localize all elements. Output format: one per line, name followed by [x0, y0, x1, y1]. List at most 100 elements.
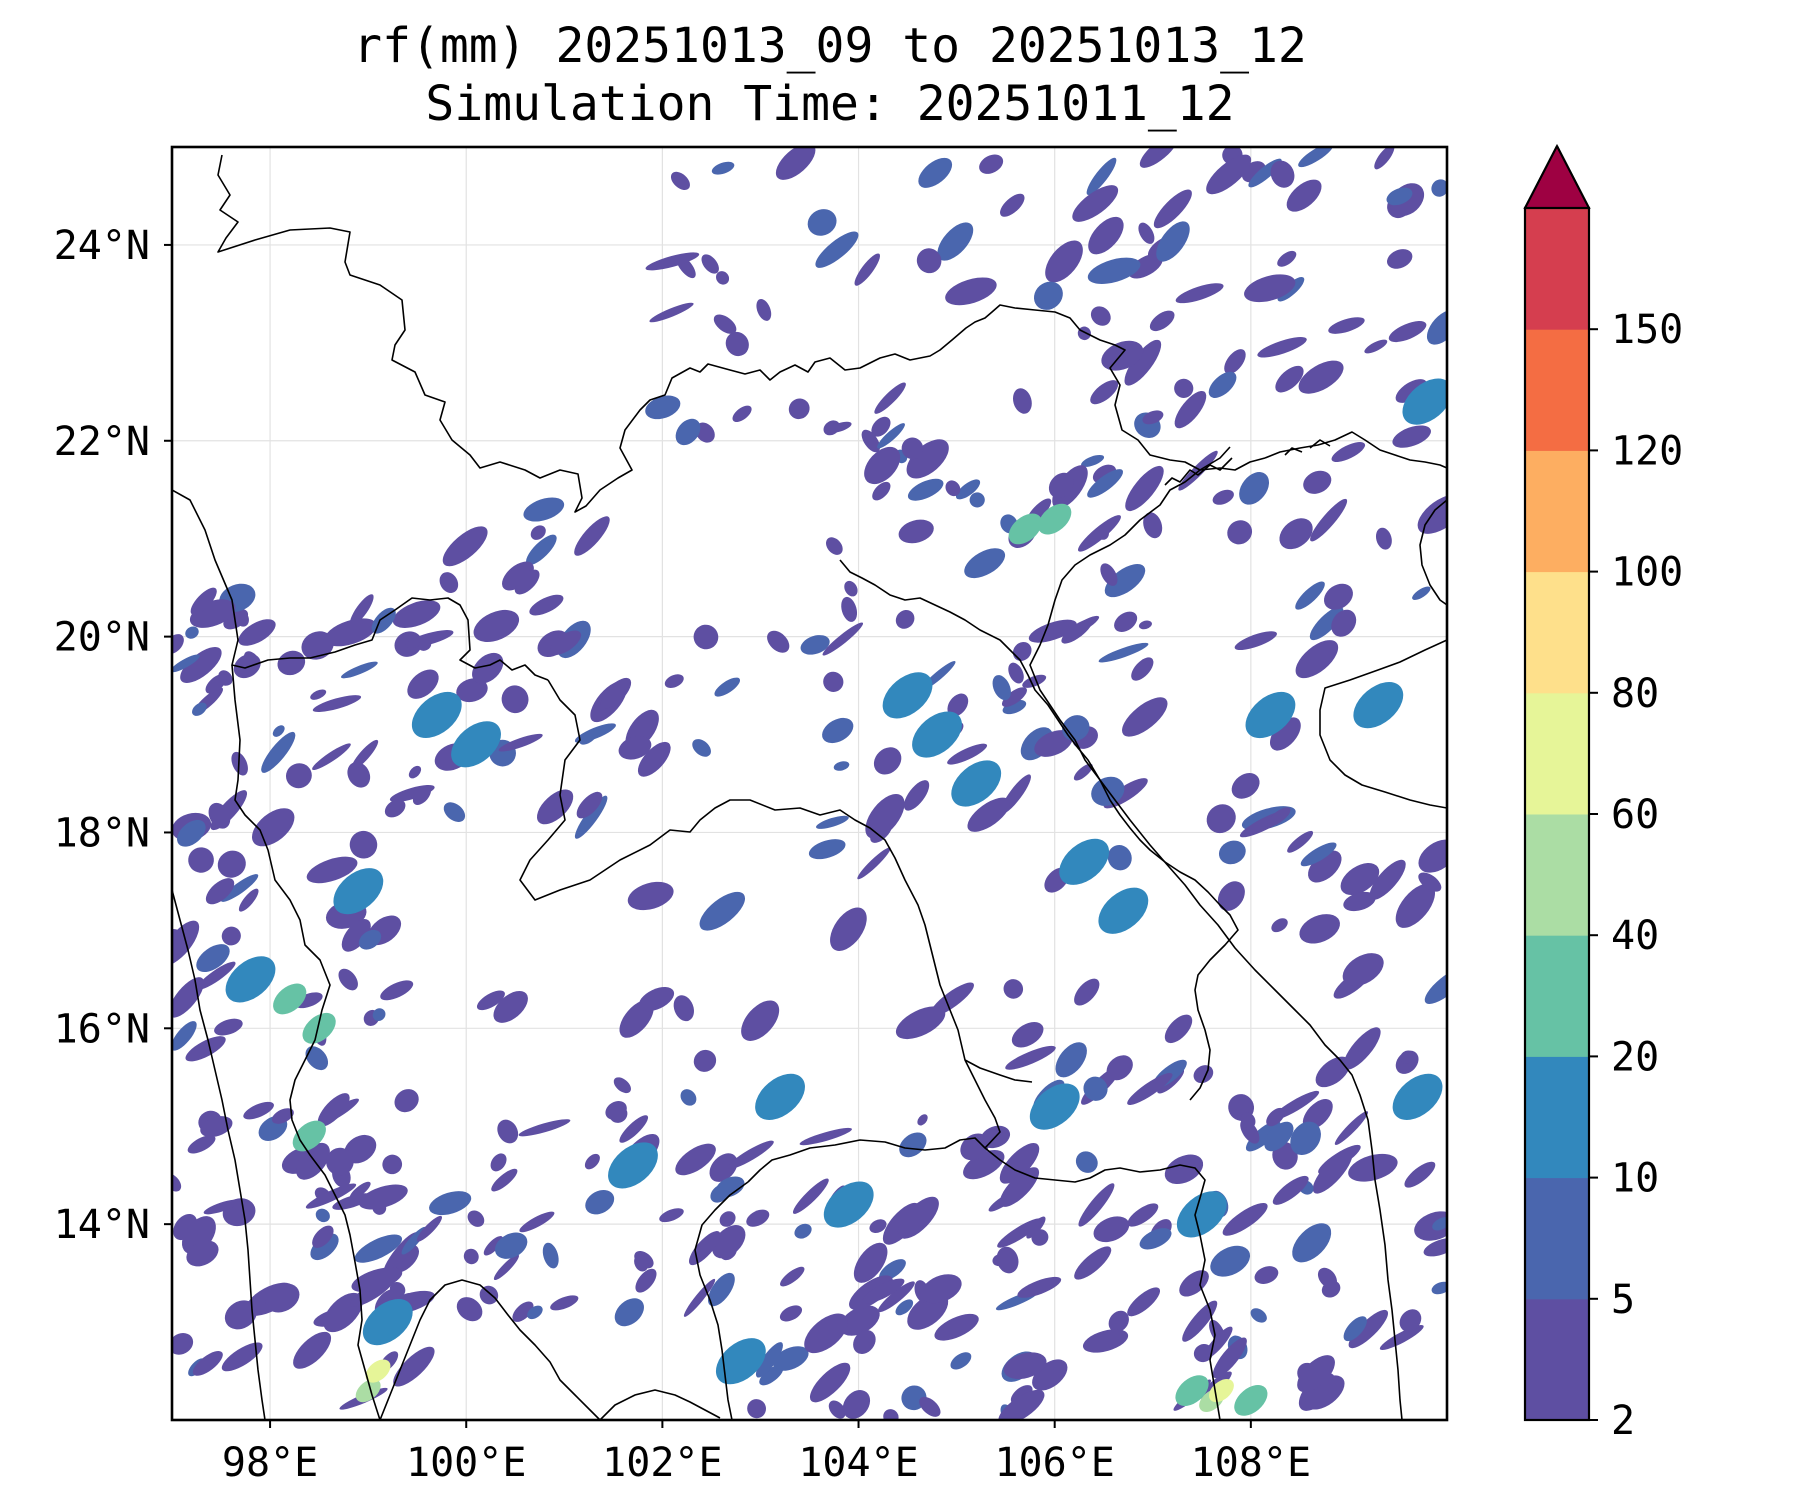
rain-speckle-513: [1267, 807, 1291, 827]
rain-speckle-280: [1005, 1045, 1056, 1070]
rain-speckle-503: [1295, 640, 1339, 679]
rain-speckle-466: [877, 423, 905, 449]
rain-speckle-276: [1348, 1153, 1398, 1182]
rain-speckle-117: [205, 878, 235, 905]
rain-speckle-314: [1127, 1072, 1173, 1106]
colorbar-label: 40: [1611, 913, 1659, 959]
rain-speckle-413: [1331, 442, 1366, 462]
rain-speckle-248: [1078, 1183, 1115, 1227]
rain-speckle-208: [883, 1409, 899, 1420]
lon-tick-label: 102°E: [602, 1440, 722, 1486]
rain-speckle-77: [186, 1240, 219, 1267]
rain-speckle-290: [998, 1389, 1045, 1420]
colorbar-label: 80: [1611, 671, 1659, 717]
rain-speckle-490: [815, 231, 859, 268]
rain-speckle-148: [380, 980, 414, 1001]
rain-speckle-345: [898, 519, 934, 544]
rain-speckle-137: [442, 526, 488, 567]
rain-speckle-230: [842, 1390, 871, 1419]
colorbar-segment-8: [1525, 329, 1589, 451]
rain-speckle-414: [1090, 306, 1111, 326]
rain-speckle-422: [1388, 321, 1427, 343]
rain-speckle-431: [1138, 222, 1155, 244]
rain-speckle-8: [172, 977, 204, 1018]
rain-speckle-419: [1149, 310, 1175, 332]
rain-speckle-510: [1340, 863, 1380, 896]
rain-speckle-374: [873, 747, 902, 775]
rain-speckle-336: [1073, 763, 1093, 781]
border-myanmar-thailand-south: [231, 664, 381, 1420]
rain-speckle-223: [879, 1259, 906, 1281]
colorbar: 2 5 10 20 40 60 80 100 120 150: [1523, 143, 1683, 1444]
rain-speckle-334: [1083, 1076, 1108, 1101]
rain-speckle-32: [272, 725, 285, 737]
latitude-ticks: 14°N 16°N 18°N 20°N 22°N 24°N: [54, 223, 172, 1248]
border-laos-thailand-west: [519, 679, 1033, 1083]
rain-speckle-279: [999, 1143, 1040, 1184]
rain-speckle-467: [945, 277, 997, 306]
rain-speckle-189: [634, 1254, 649, 1272]
rain-speckle-519: [1418, 872, 1442, 892]
border-laos-vietnam: [839, 559, 1239, 1101]
rainfall-2-5mm-speckle: [172, 147, 1447, 1420]
rain-speckle-442: [1392, 425, 1431, 448]
rain-speckle-454: [1208, 371, 1237, 398]
rain-speckle-182: [585, 1189, 615, 1215]
rain-speckle-121: [456, 678, 488, 703]
rain-speckle-185: [614, 1298, 644, 1327]
lon-tick-label: 104°E: [798, 1440, 918, 1486]
rain-cell-0: [302, 1012, 336, 1044]
rain-speckle-471: [854, 253, 881, 286]
rain-speckle-350: [1098, 642, 1149, 663]
rain-speckle-287: [1305, 1375, 1345, 1410]
rain-speckle-265: [920, 1274, 962, 1304]
rain-speckle-323: [1290, 1121, 1321, 1155]
rain-speckle-421: [1128, 253, 1163, 279]
rain-speckle-100: [301, 631, 334, 660]
rain-speckle-160: [491, 1168, 518, 1192]
rain-speckle-93: [265, 1283, 300, 1313]
rain-speckle-235: [853, 1242, 888, 1283]
rain-speckle-163: [456, 1297, 483, 1322]
rain-speckle-7: [382, 1154, 403, 1175]
rain-speckle-339: [969, 492, 985, 508]
rain-speckle-229: [853, 1329, 876, 1354]
rain-speckle-9: [221, 1342, 263, 1372]
rain-speckle-382: [1012, 641, 1032, 661]
rain-speckle-542: [576, 791, 603, 819]
rain-speckle-483: [675, 418, 701, 446]
rain-speckle-432: [1328, 317, 1365, 334]
rain-speckle-370: [1001, 687, 1027, 707]
rain-speckle-534: [823, 671, 844, 692]
rain-cell-30: [1392, 1073, 1443, 1120]
rain-speckle-543: [637, 741, 671, 777]
rain-speckle-474: [670, 171, 690, 190]
rain-speckle-251: [1343, 1027, 1381, 1070]
rain-speckle-352: [1122, 697, 1168, 737]
rain-cell-4: [365, 1359, 391, 1383]
rain-speckle-146: [418, 639, 432, 651]
rain-speckle-298: [1127, 1203, 1159, 1227]
coast-thailand-east: [599, 1389, 721, 1420]
rain-speckle-511: [1412, 586, 1431, 601]
rain-speckle-84: [205, 674, 227, 694]
rain-speckle-264: [1026, 1216, 1046, 1239]
rain-speckle-522: [1217, 881, 1245, 911]
rain-speckle-192: [416, 1215, 443, 1242]
rain-speckle-94: [296, 1142, 330, 1180]
rain-speckle-424: [1224, 349, 1246, 375]
rain-speckle-438: [1277, 250, 1297, 267]
chart-subtitle: Simulation Time: 20251011_12: [425, 76, 1235, 132]
rain-speckle-358: [1114, 611, 1138, 632]
rain-speckle-162: [712, 1225, 746, 1259]
rain-speckle-31: [312, 695, 362, 713]
rain-cell-16: [1059, 838, 1110, 885]
rain-speckle-333: [1297, 1355, 1335, 1393]
rain-speckle-433: [1045, 240, 1083, 283]
colorbar-extend-arrow: [1523, 143, 1591, 209]
rain-speckle-224: [727, 1140, 774, 1170]
rain-speckle-435: [1239, 472, 1270, 505]
rain-speckle-353: [903, 780, 930, 811]
rain-speckle-65: [372, 1008, 386, 1021]
rain-speckle-30: [238, 888, 259, 912]
